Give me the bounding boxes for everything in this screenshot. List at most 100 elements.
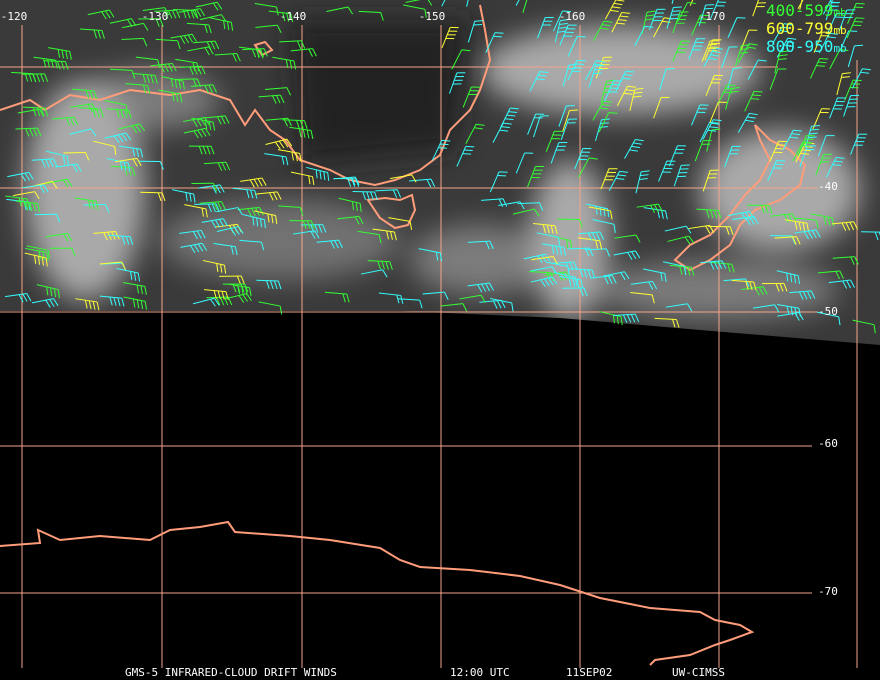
wind-barb xyxy=(776,37,797,58)
barb-flag xyxy=(555,246,559,255)
barb-flag xyxy=(251,48,257,58)
barb-flag xyxy=(791,213,797,222)
barb-flag xyxy=(108,9,115,18)
barb-flag xyxy=(298,128,302,138)
barb-flag xyxy=(562,10,571,13)
wind-barb xyxy=(643,268,667,282)
barb-flag xyxy=(201,208,204,217)
wind-barb xyxy=(255,191,282,201)
barb-flag xyxy=(817,61,827,64)
barb-flag xyxy=(605,248,611,257)
barb-flag xyxy=(37,203,41,212)
barb-flag xyxy=(665,68,675,70)
wind-barb xyxy=(390,174,417,183)
barb-flag xyxy=(351,177,356,186)
barb-flag xyxy=(214,40,220,50)
barb-flag xyxy=(121,261,126,270)
wind-barb xyxy=(529,71,549,92)
barb-flag xyxy=(263,48,268,57)
wind-barb xyxy=(125,83,151,94)
barb-flag xyxy=(208,46,214,55)
barb-flag xyxy=(739,51,748,54)
barb-flag xyxy=(197,66,202,75)
barb-flag xyxy=(133,272,137,281)
barb-flag xyxy=(89,90,94,99)
barb-shaft xyxy=(388,217,411,222)
wind-barb xyxy=(827,12,845,34)
barb-flag xyxy=(616,22,625,25)
wind-barb xyxy=(828,279,855,289)
barb-flag xyxy=(114,146,117,155)
barb-flag xyxy=(210,146,215,155)
barb-flag xyxy=(537,74,547,77)
barb-flag xyxy=(572,70,581,73)
wind-barb xyxy=(852,319,876,334)
barb-flag xyxy=(276,95,281,104)
legend-label: 800-950 xyxy=(766,37,833,56)
barb-shaft xyxy=(17,108,40,114)
barb-flag xyxy=(854,256,859,265)
barb-shaft xyxy=(699,122,711,143)
barb-flag xyxy=(286,87,292,96)
barb-flag xyxy=(171,10,177,19)
barb-flag xyxy=(47,58,50,68)
wind-barb xyxy=(533,222,558,235)
barb-flag xyxy=(462,303,468,312)
barb-flag xyxy=(709,209,714,219)
barb-flag xyxy=(25,128,30,137)
wind-barb xyxy=(552,10,571,32)
wind-barb xyxy=(216,226,244,236)
wind-barb xyxy=(36,284,60,299)
barb-flag xyxy=(610,9,619,13)
wind-barb xyxy=(689,0,694,6)
barb-flag xyxy=(441,139,451,142)
barb-flag xyxy=(36,73,41,83)
wind-barb xyxy=(338,197,362,212)
barb-flag xyxy=(557,30,567,33)
wind-barb xyxy=(264,87,292,96)
barb-shaft xyxy=(554,271,576,278)
wind-barb xyxy=(629,87,644,111)
barb-shaft xyxy=(515,0,520,6)
barb-shaft xyxy=(403,4,425,10)
barb-flag xyxy=(599,240,603,250)
longitude-label: -160 xyxy=(559,10,586,23)
wind-barb xyxy=(567,35,586,57)
wind-barb xyxy=(843,94,860,117)
wind-barb xyxy=(554,19,569,43)
barb-flag xyxy=(809,132,818,135)
wind-barb xyxy=(431,139,451,161)
wind-barb xyxy=(515,152,534,174)
barb-shaft xyxy=(110,68,133,71)
barb-flag xyxy=(32,73,37,83)
barb-flag xyxy=(806,290,812,300)
barb-shaft xyxy=(440,303,463,307)
barb-flag xyxy=(310,231,316,240)
barb-flag xyxy=(802,291,808,300)
wind-barb xyxy=(595,56,613,79)
barb-flag xyxy=(625,70,635,73)
barb-flag xyxy=(762,286,768,295)
barb-flag xyxy=(461,49,471,52)
wind-barb xyxy=(696,208,722,219)
barb-flag xyxy=(753,90,763,93)
barb-flag xyxy=(827,217,831,226)
barb-flag xyxy=(216,297,221,306)
barb-flag xyxy=(186,9,191,19)
wind-barb xyxy=(659,68,675,91)
barb-flag xyxy=(299,207,304,216)
barb-shaft xyxy=(598,112,610,133)
barb-flag xyxy=(593,72,602,75)
barb-flag xyxy=(308,48,313,57)
barb-flag xyxy=(312,48,317,57)
wind-barb xyxy=(279,40,306,49)
barb-flag xyxy=(783,44,793,47)
barb-flag xyxy=(603,100,612,103)
barb-flag xyxy=(378,234,382,244)
wind-barb xyxy=(225,293,252,303)
barb-flag xyxy=(640,174,649,177)
barb-flag xyxy=(485,241,490,250)
wind-barb xyxy=(694,140,712,162)
wind-barb xyxy=(403,4,427,18)
barb-flag xyxy=(626,314,632,323)
